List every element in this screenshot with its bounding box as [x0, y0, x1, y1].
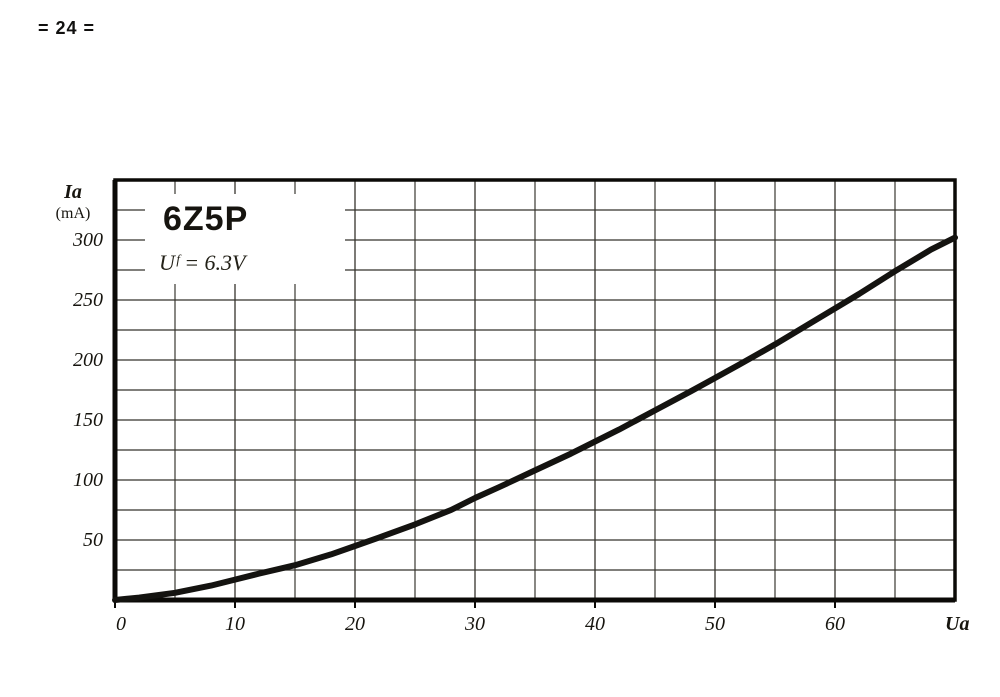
y-tick-100: 100 — [73, 469, 103, 491]
y-axis-label-1: Ia — [63, 181, 82, 203]
chart-svg: 0 10 20 30 40 50 60 Ua(V) 50 100 150 200 250 300 Ia (mA… — [30, 175, 970, 685]
x-axis-label: Ua(V) — [945, 613, 970, 635]
x-tick-50: 50 — [705, 613, 725, 635]
x-tick-60: 60 — [825, 613, 845, 635]
y-tick-50: 50 — [83, 529, 103, 551]
x-tick-40: 40 — [585, 613, 605, 635]
y-tick-250: 250 — [73, 289, 103, 311]
chart-subtitle: Uᶠ = 6.3V — [159, 250, 248, 275]
y-tick-300: 300 — [72, 229, 103, 251]
chart-title: 6Z5P — [163, 200, 248, 238]
x-tick-0: 0 — [116, 613, 126, 635]
y-axis-label-2: (mA) — [56, 205, 91, 222]
y-tick-200: 200 — [73, 349, 103, 371]
tube-characteristic-chart: 0 10 20 30 40 50 60 Ua(V) 50 100 150 200 250 300 Ia (mA… — [30, 175, 970, 685]
y-tick-150: 150 — [73, 409, 103, 431]
page-number: = 24 = — [38, 18, 95, 39]
x-tick-10: 10 — [225, 613, 245, 635]
x-tick-30: 30 — [464, 613, 485, 635]
x-tick-20: 20 — [345, 613, 365, 635]
